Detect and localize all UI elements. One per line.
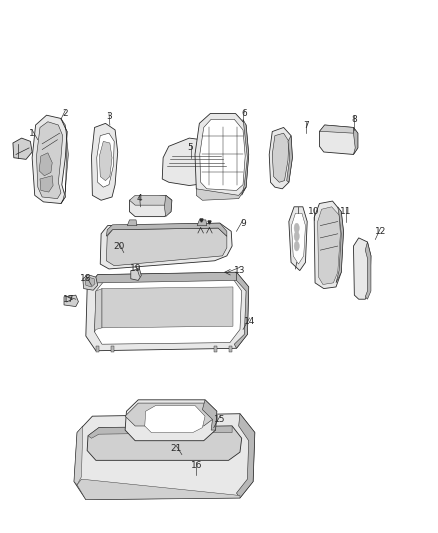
- Polygon shape: [219, 148, 228, 176]
- Polygon shape: [269, 127, 292, 189]
- Polygon shape: [95, 279, 242, 344]
- Polygon shape: [61, 118, 68, 204]
- Polygon shape: [196, 187, 246, 200]
- Polygon shape: [97, 133, 114, 187]
- Text: 12: 12: [375, 227, 386, 236]
- Circle shape: [294, 241, 299, 251]
- Polygon shape: [125, 403, 217, 426]
- Polygon shape: [336, 207, 343, 283]
- Text: 6: 6: [241, 109, 247, 118]
- Text: 16: 16: [191, 461, 202, 470]
- Polygon shape: [106, 223, 227, 236]
- Text: 21: 21: [170, 445, 182, 454]
- Polygon shape: [87, 272, 237, 288]
- Text: 1: 1: [29, 128, 35, 138]
- Polygon shape: [111, 346, 114, 352]
- Polygon shape: [242, 119, 249, 196]
- Polygon shape: [77, 479, 240, 499]
- Polygon shape: [319, 125, 358, 155]
- Polygon shape: [100, 223, 232, 269]
- Polygon shape: [214, 346, 217, 352]
- Polygon shape: [13, 138, 32, 159]
- Text: 14: 14: [244, 317, 255, 326]
- Polygon shape: [87, 426, 242, 461]
- Text: 20: 20: [113, 241, 124, 251]
- Polygon shape: [83, 274, 98, 290]
- Polygon shape: [314, 201, 343, 288]
- Polygon shape: [272, 133, 289, 182]
- Circle shape: [294, 231, 299, 241]
- Polygon shape: [32, 115, 67, 204]
- Polygon shape: [353, 127, 358, 155]
- Polygon shape: [106, 228, 227, 265]
- Polygon shape: [229, 346, 232, 352]
- Polygon shape: [200, 119, 245, 190]
- Polygon shape: [291, 213, 305, 264]
- Polygon shape: [131, 269, 141, 280]
- Text: 8: 8: [351, 115, 357, 124]
- Polygon shape: [36, 122, 63, 199]
- Polygon shape: [125, 400, 217, 441]
- Polygon shape: [197, 220, 207, 225]
- Polygon shape: [40, 176, 53, 192]
- Text: 5: 5: [188, 143, 194, 152]
- Polygon shape: [127, 220, 137, 225]
- Polygon shape: [130, 196, 172, 205]
- Polygon shape: [202, 400, 217, 430]
- Polygon shape: [319, 125, 353, 133]
- Text: 15: 15: [214, 415, 226, 424]
- Polygon shape: [164, 196, 172, 216]
- Text: 2: 2: [63, 109, 68, 118]
- Polygon shape: [92, 123, 118, 200]
- Polygon shape: [88, 426, 232, 438]
- Text: 18: 18: [80, 274, 92, 283]
- Polygon shape: [96, 346, 99, 352]
- Polygon shape: [64, 295, 78, 306]
- Polygon shape: [237, 414, 255, 498]
- Circle shape: [294, 223, 299, 233]
- Polygon shape: [287, 135, 292, 182]
- Polygon shape: [162, 138, 228, 185]
- Text: 3: 3: [106, 112, 112, 122]
- Polygon shape: [195, 114, 249, 197]
- Polygon shape: [95, 288, 102, 332]
- Polygon shape: [145, 406, 205, 432]
- Text: 17: 17: [63, 295, 74, 304]
- Polygon shape: [86, 272, 249, 351]
- Text: 9: 9: [240, 219, 246, 228]
- Text: 10: 10: [308, 207, 320, 216]
- Text: 4: 4: [137, 194, 142, 203]
- Text: 11: 11: [340, 207, 351, 216]
- Text: 13: 13: [234, 266, 246, 275]
- Polygon shape: [130, 196, 172, 216]
- Polygon shape: [102, 287, 233, 328]
- Polygon shape: [85, 277, 95, 287]
- Text: 7: 7: [304, 120, 309, 130]
- Polygon shape: [289, 207, 307, 271]
- Polygon shape: [74, 414, 255, 499]
- Polygon shape: [318, 207, 340, 285]
- Polygon shape: [39, 153, 52, 176]
- Polygon shape: [99, 141, 112, 181]
- Text: 19: 19: [130, 264, 142, 273]
- Polygon shape: [234, 272, 249, 348]
- Polygon shape: [353, 238, 371, 299]
- Polygon shape: [74, 426, 83, 485]
- Polygon shape: [365, 242, 371, 299]
